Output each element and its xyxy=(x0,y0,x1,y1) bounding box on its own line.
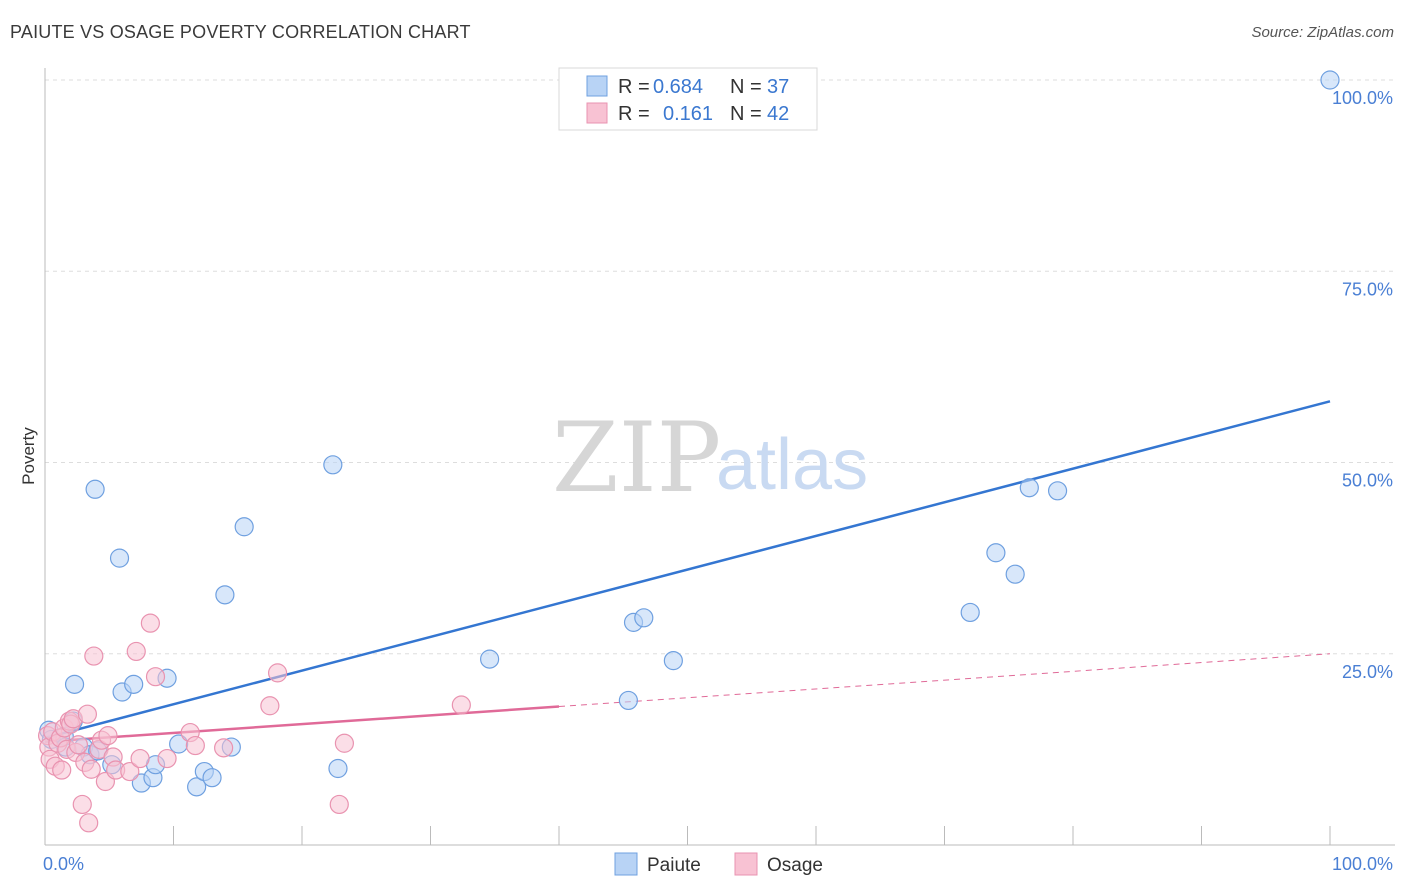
paiute-point-21 xyxy=(202,768,222,788)
paiute-point-28 xyxy=(618,690,638,711)
y-tick-label-25: 25.0% xyxy=(1342,662,1393,682)
bottom-legend-swatch-paiute xyxy=(614,852,638,876)
osage-point-36 xyxy=(260,696,280,716)
osage-point-35 xyxy=(214,738,234,758)
osage-point-40 xyxy=(451,695,471,715)
osage-point-14 xyxy=(68,735,89,755)
paiute-point-8 xyxy=(85,479,105,499)
paiute-point-30 xyxy=(634,608,654,628)
watermark: ZIP atlas xyxy=(552,402,868,514)
top-legend: R = 0.684 N = 37 R = 0.161 N = 42 xyxy=(558,67,818,131)
y-tick-label-75: 75.0% xyxy=(1342,279,1393,299)
paiute-point-35 xyxy=(1019,478,1039,498)
x-tick-label-max: 100.0% xyxy=(1332,854,1393,874)
osage-point-17 xyxy=(77,704,98,724)
paiute-point-31 xyxy=(663,651,683,671)
osage-point-24 xyxy=(98,726,118,746)
paiute-point-33 xyxy=(986,543,1006,563)
watermark-atlas: atlas xyxy=(716,425,868,505)
paiute-point-36 xyxy=(1047,481,1068,501)
osage-point-32 xyxy=(157,748,177,769)
osage-point-7 xyxy=(52,760,72,780)
axis-layer xyxy=(44,68,1395,846)
paiute-point-5 xyxy=(64,674,85,694)
chart-source: Source: ZipAtlas.com xyxy=(1251,24,1394,41)
bottom-legend: Paiute Osage xyxy=(614,852,823,876)
osage-trend-line xyxy=(44,705,560,743)
paiute-point-24 xyxy=(234,517,254,537)
paiute-point-13 xyxy=(124,674,144,694)
legend-n-label-osage: N = xyxy=(730,103,762,125)
osage-point-30 xyxy=(140,613,160,633)
y-tick-label-100: 100.0% xyxy=(1332,88,1393,108)
bottom-legend-label-osage: Osage xyxy=(767,855,823,876)
watermark-zip: ZIP xyxy=(552,402,721,514)
legend-swatch-osage xyxy=(586,102,608,124)
osage-point-28 xyxy=(126,641,146,662)
osage-trend-line-extrapolated xyxy=(558,653,1331,708)
bottom-legend-swatch-osage xyxy=(734,852,758,876)
y-tick-label-50: 50.0% xyxy=(1342,471,1393,491)
paiute-point-22 xyxy=(215,585,235,605)
paiute-point-27 xyxy=(480,649,500,669)
legend-r-label-osage: R = xyxy=(618,103,650,125)
osage-point-20 xyxy=(84,646,104,666)
paiute-point-19 xyxy=(187,777,207,797)
legend-n-label-paiute: N = xyxy=(730,76,762,98)
paiute-point-34 xyxy=(1005,564,1025,584)
tick-label-layer: 25.0% 50.0% 75.0% 100.0% 0.0% 100.0% xyxy=(43,88,1393,874)
paiute-point-25 xyxy=(323,455,343,475)
legend-r-label-paiute: R = xyxy=(618,76,650,98)
osage-point-37 xyxy=(267,663,288,683)
bottom-legend-label-paiute: Paiute xyxy=(647,855,701,876)
osage-point-19 xyxy=(81,759,101,779)
grid-layer xyxy=(45,79,1395,655)
y-axis-label: Poverty xyxy=(19,427,38,485)
paiute-point-26 xyxy=(328,758,348,779)
paiute-point-32 xyxy=(960,602,980,623)
osage-point-27 xyxy=(120,761,140,782)
paiute-point-11 xyxy=(109,548,130,568)
x-tick-label-min: 0.0% xyxy=(43,854,84,874)
trend-layer xyxy=(44,400,1331,743)
osage-point-29 xyxy=(130,748,150,769)
osage-point-38 xyxy=(329,794,349,815)
point-layer xyxy=(37,70,1340,833)
osage-point-15 xyxy=(72,794,92,815)
chart-title: PAIUTE VS OSAGE POVERTY CORRELATION CHAR… xyxy=(10,22,471,42)
legend-n-value-osage: 42 xyxy=(767,103,789,125)
osage-point-39 xyxy=(334,733,355,753)
legend-n-value-paiute: 37 xyxy=(767,76,789,98)
paiute-point-37 xyxy=(1320,70,1340,90)
osage-point-34 xyxy=(185,735,205,756)
legend-swatch-paiute xyxy=(586,75,608,97)
legend-r-value-paiute: 0.684 xyxy=(653,76,703,98)
osage-point-18 xyxy=(79,813,99,833)
osage-point-31 xyxy=(145,667,166,687)
paiute-trend-line xyxy=(44,400,1331,740)
legend-r-value-osage: 0.161 xyxy=(663,103,713,125)
